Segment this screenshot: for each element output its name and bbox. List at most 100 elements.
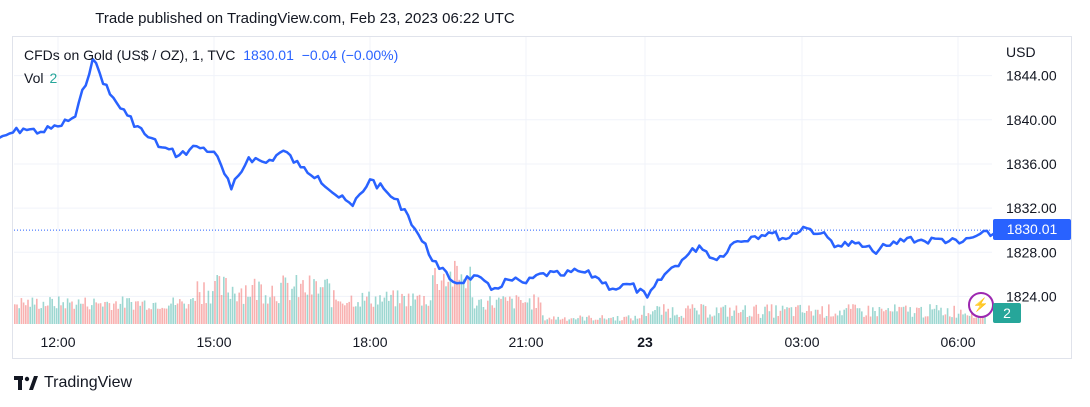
volume-bar bbox=[447, 281, 449, 324]
volume-bar bbox=[511, 298, 513, 324]
volume-bar bbox=[625, 316, 628, 324]
volume-bar bbox=[564, 317, 566, 324]
volume-bar bbox=[616, 316, 619, 324]
volume-bar bbox=[823, 317, 826, 324]
volume-bar bbox=[658, 306, 661, 324]
volume-bar bbox=[412, 293, 414, 324]
chart-frame[interactable] bbox=[12, 36, 1072, 359]
volume-bar bbox=[603, 318, 606, 324]
volume-bar bbox=[768, 311, 771, 324]
volume-bar bbox=[744, 305, 746, 324]
volume-bar bbox=[665, 311, 667, 324]
volume-bar bbox=[242, 303, 245, 324]
volume-bar bbox=[377, 304, 379, 324]
volume-bar bbox=[429, 300, 432, 324]
volume-bar bbox=[588, 315, 590, 324]
volume-bar bbox=[465, 288, 467, 324]
volume-bar bbox=[31, 297, 34, 324]
volume-bar bbox=[401, 293, 403, 324]
volume-bar bbox=[392, 290, 394, 324]
volume-bar bbox=[722, 306, 724, 324]
volume-bar bbox=[159, 308, 161, 324]
volume-bar bbox=[20, 298, 23, 324]
volume-bar bbox=[374, 296, 377, 324]
last-value: 1830.01 bbox=[243, 47, 294, 63]
volume-bar bbox=[337, 301, 339, 324]
volume-bar bbox=[130, 302, 133, 324]
volume-bar bbox=[25, 305, 27, 324]
volume-bar bbox=[124, 307, 126, 324]
volume-bar bbox=[900, 307, 903, 324]
y-axis: 1844.00 1840.00 1836.00 1832.00 1828.00 1824.… bbox=[1006, 68, 1057, 305]
volume-bar bbox=[350, 295, 353, 324]
volume-bar bbox=[911, 316, 914, 324]
volume-bar bbox=[755, 304, 757, 324]
series-legend[interactable]: CFDs on Gold (US$ / OZ), 1, TVC 1830.01 … bbox=[24, 47, 402, 63]
volume-bar bbox=[273, 296, 276, 324]
volume-bar bbox=[819, 314, 821, 324]
volume-bar bbox=[797, 305, 799, 324]
volume-bar bbox=[357, 302, 359, 324]
volume-bar bbox=[698, 314, 700, 324]
volume-bar bbox=[174, 305, 177, 324]
volume-bar bbox=[680, 315, 683, 324]
volume-bar bbox=[366, 296, 368, 324]
volume-bar bbox=[51, 298, 53, 324]
volume-bar bbox=[801, 312, 804, 324]
volume-bar bbox=[533, 294, 535, 324]
volume-bar bbox=[73, 308, 75, 324]
volume-bar bbox=[821, 306, 823, 324]
volume-bar bbox=[830, 316, 832, 324]
volume-bar bbox=[709, 314, 711, 324]
volume-bar bbox=[526, 302, 529, 324]
volume-bar bbox=[775, 305, 777, 324]
volume-bar bbox=[942, 315, 944, 324]
volume-bar bbox=[733, 310, 735, 324]
volume-bar bbox=[597, 319, 599, 324]
volume-bar bbox=[245, 285, 247, 324]
volume-bar bbox=[218, 276, 221, 324]
brand-logo[interactable]: TradingView bbox=[14, 374, 132, 392]
volume-bar bbox=[196, 281, 199, 324]
volume-bar bbox=[812, 315, 815, 324]
volume-legend[interactable]: Vol 2 bbox=[24, 70, 57, 86]
volume-bar bbox=[49, 297, 51, 324]
volume-bar bbox=[927, 316, 929, 324]
volume-bar bbox=[432, 275, 434, 324]
volume-bar bbox=[121, 296, 124, 324]
volume-bar bbox=[410, 305, 412, 324]
volume-bar bbox=[280, 282, 282, 324]
volume-bar bbox=[143, 300, 146, 324]
volume-bar bbox=[918, 308, 920, 324]
volume-bar bbox=[40, 308, 42, 324]
volume-bar bbox=[146, 309, 148, 324]
volume-bar bbox=[579, 315, 581, 324]
volume-bar bbox=[344, 305, 346, 324]
volume-bar bbox=[704, 306, 707, 324]
volume-bar bbox=[839, 310, 841, 324]
volume-bar bbox=[137, 301, 139, 324]
volume-bar bbox=[157, 308, 159, 324]
volume-bar bbox=[55, 308, 58, 324]
volume-bar bbox=[416, 295, 419, 324]
volume-bar bbox=[295, 275, 298, 324]
volume-bar bbox=[383, 297, 386, 324]
volume-bar bbox=[297, 297, 300, 324]
volume-bar bbox=[498, 297, 500, 324]
volume-bar bbox=[502, 296, 504, 324]
x-tick-label: 23 bbox=[637, 334, 653, 350]
volume-bar bbox=[506, 300, 509, 324]
volume-bar bbox=[304, 292, 306, 324]
volume-bar bbox=[641, 314, 643, 324]
volume-bar bbox=[148, 308, 150, 324]
volume-bar bbox=[128, 298, 130, 324]
volume-bar bbox=[876, 316, 878, 324]
lightning-icon[interactable]: ⚡ bbox=[968, 292, 994, 318]
volume-bar bbox=[834, 313, 837, 324]
volume-bar bbox=[671, 307, 674, 324]
volume-bar bbox=[293, 286, 295, 324]
volume-bar bbox=[209, 303, 212, 324]
volume-bar bbox=[495, 299, 498, 324]
volume-bar bbox=[348, 301, 350, 324]
